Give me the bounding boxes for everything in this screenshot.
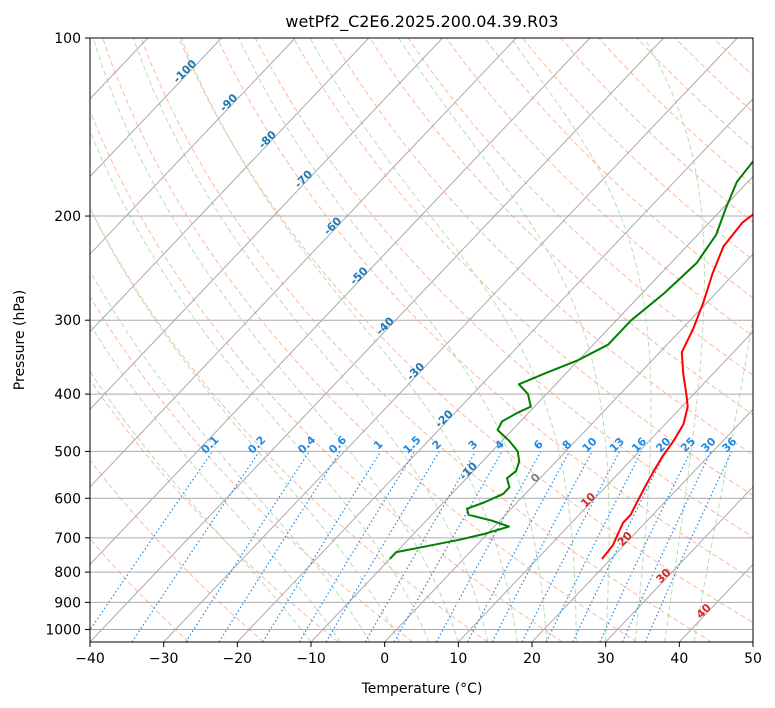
moist-adiabat [90,207,400,642]
mixing-ratio-line [521,451,621,642]
isotherm [90,38,517,488]
y-tick-label: 800 [54,565,81,581]
isotherm [457,330,753,642]
mixing-ratio-line [131,451,260,642]
moist-adiabat [643,38,705,642]
x-tick-label: −40 [75,651,105,667]
moist-adiabat [180,38,518,642]
dry-adiabat [369,38,753,416]
mixing-ratio-line [218,451,341,642]
y-axis: 100 200 300 400 500 600 700 800 900 1000 [45,31,90,638]
x-tick-label: −10 [296,651,326,667]
chart-title: wetPf2_C2E6.2025.200.04.39.R03 [285,12,558,32]
mixing-ratio-line [90,451,213,631]
moist-adiabat [510,38,652,642]
x-axis-label: Temperature (°C) [361,681,483,697]
isotherm [163,38,738,642]
mixing-ratio-line [185,451,310,642]
dry-adiabat [90,538,190,642]
moist-adiabat [238,38,548,642]
x-tick-label: 0 [380,651,389,667]
isotherm [90,38,443,410]
isotherm [310,175,753,642]
moist-adiabat [92,38,459,642]
dry-adiabat [90,109,563,642]
y-tick-label: 1000 [45,622,81,638]
dry-adiabat [216,38,753,580]
isotherm [236,98,753,642]
dry-adiabat [178,38,753,623]
moist-adiabat [693,315,753,642]
isotherm [90,38,664,642]
background-lines [90,38,753,642]
isotherm [90,38,296,255]
moist-adiabat [90,370,312,642]
dewpoint-profile [389,159,753,560]
x-tick-label: 40 [670,651,688,667]
y-tick-label: 500 [54,444,81,460]
isotherm [384,253,753,642]
mixing-ratio-line [466,451,571,642]
dry-adiabat [483,38,753,299]
dry-adiabat [293,38,753,497]
x-axis: −40 −30 −20 −10 0 10 20 30 40 50 [75,642,762,667]
y-tick-label: 600 [54,491,81,507]
moist-adiabat [90,323,341,642]
mixing-ratio-line [262,451,382,642]
temperature-profile [601,213,753,560]
x-tick-label: 10 [449,651,467,667]
x-tick-label: 30 [597,651,615,667]
mixing-ratio-line [644,451,733,642]
mixing-ratio-line [435,451,542,642]
dry-adiabat [90,459,264,642]
dry-adiabat [102,38,638,642]
dry-adiabat [90,207,488,642]
x-tick-label: −30 [149,651,179,667]
x-tick-label: 20 [523,651,541,667]
y-tick-label: 100 [54,31,81,47]
x-tick-label: 50 [744,651,762,667]
isotherm [605,486,753,642]
moist-adiabat [309,38,577,642]
plot-frame [89,37,754,643]
y-tick-label: 900 [54,595,81,611]
y-tick-label: 700 [54,531,81,547]
dry-adiabat [407,38,753,376]
moist-adiabat [90,269,371,642]
dry-adiabat [140,38,712,642]
profiles [389,159,753,560]
isotherm [90,38,591,566]
isotherm [90,38,222,178]
moist-adiabat [398,38,610,642]
isotherm [531,408,753,642]
x-tick-label: −20 [223,651,253,667]
y-tick-label: 200 [54,209,81,225]
y-tick-label: 300 [54,313,81,329]
moist-adiabat [132,38,489,642]
y-axis-label: Pressure (hPa) [12,290,28,390]
mixing-ratio-line [545,451,643,642]
isotherm [90,38,370,333]
mixing-ratio-line [393,451,503,642]
y-tick-label: 400 [54,387,81,403]
